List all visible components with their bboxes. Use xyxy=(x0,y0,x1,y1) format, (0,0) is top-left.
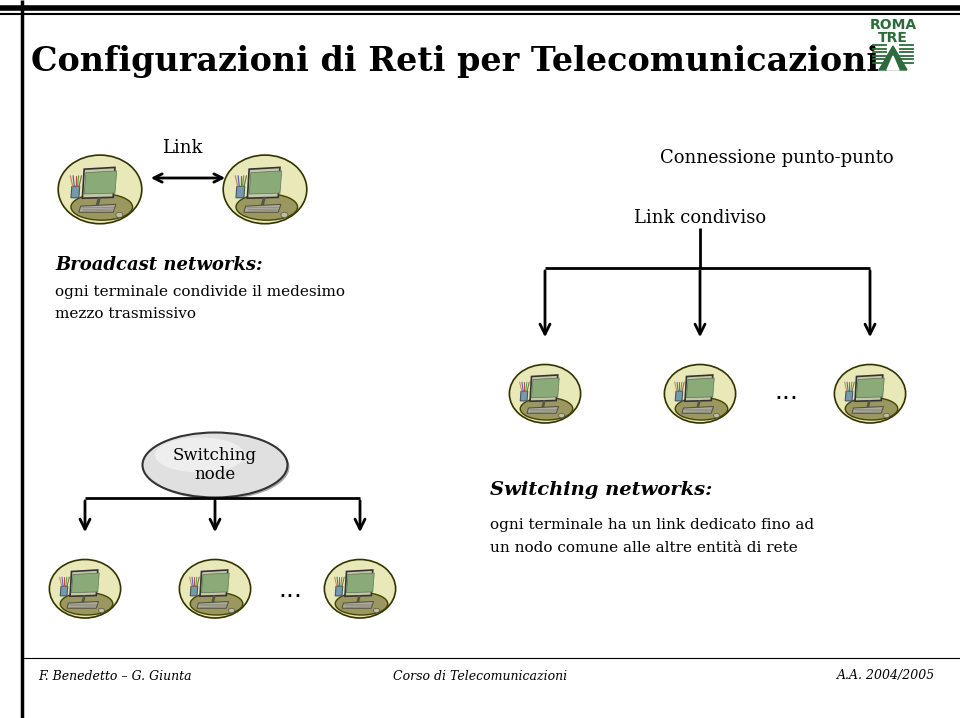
Polygon shape xyxy=(71,186,80,197)
Text: Switching networks:: Switching networks: xyxy=(490,481,712,499)
Text: Switching
node: Switching node xyxy=(173,447,257,483)
Polygon shape xyxy=(520,391,528,401)
Polygon shape xyxy=(532,378,560,398)
Polygon shape xyxy=(70,570,98,596)
Ellipse shape xyxy=(281,213,288,218)
Polygon shape xyxy=(60,586,68,596)
Polygon shape xyxy=(852,406,883,414)
Text: mezzo trasmissivo: mezzo trasmissivo xyxy=(55,307,196,321)
Text: Corso di Telecomunicazioni: Corso di Telecomunicazioni xyxy=(393,669,567,683)
Polygon shape xyxy=(83,167,115,198)
Ellipse shape xyxy=(845,398,898,420)
Polygon shape xyxy=(342,602,373,608)
Text: F. Benedetto – G. Giunta: F. Benedetto – G. Giunta xyxy=(38,669,192,683)
Ellipse shape xyxy=(520,398,573,420)
Ellipse shape xyxy=(883,414,890,418)
Polygon shape xyxy=(856,378,884,398)
Polygon shape xyxy=(345,570,372,596)
Polygon shape xyxy=(84,171,117,194)
Polygon shape xyxy=(202,573,229,592)
Text: ...: ... xyxy=(774,380,798,404)
Ellipse shape xyxy=(142,432,287,498)
Ellipse shape xyxy=(335,592,388,615)
Polygon shape xyxy=(682,406,713,414)
Polygon shape xyxy=(855,375,883,401)
Ellipse shape xyxy=(99,608,105,612)
Polygon shape xyxy=(845,391,852,401)
Ellipse shape xyxy=(145,434,290,500)
Ellipse shape xyxy=(49,559,121,618)
Ellipse shape xyxy=(60,592,112,615)
Polygon shape xyxy=(675,391,683,401)
Text: un nodo comune alle altre entità di rete: un nodo comune alle altre entità di rete xyxy=(490,541,798,555)
Polygon shape xyxy=(236,186,245,197)
Text: Broadcast networks:: Broadcast networks: xyxy=(55,256,263,274)
Ellipse shape xyxy=(664,365,735,423)
Ellipse shape xyxy=(228,608,234,612)
Polygon shape xyxy=(197,602,228,608)
Ellipse shape xyxy=(834,365,905,423)
Text: Link condiviso: Link condiviso xyxy=(634,209,766,227)
Ellipse shape xyxy=(559,414,564,418)
Polygon shape xyxy=(250,171,281,194)
Text: A.A. 2004/2005: A.A. 2004/2005 xyxy=(837,669,935,683)
Ellipse shape xyxy=(223,155,307,224)
Ellipse shape xyxy=(190,592,243,615)
Text: Configurazioni di Reti per Telecomunicazioni: Configurazioni di Reti per Telecomunicaz… xyxy=(31,45,879,78)
Polygon shape xyxy=(200,570,228,596)
Polygon shape xyxy=(244,205,281,213)
Ellipse shape xyxy=(236,194,298,220)
Text: ogni terminale ha un link dedicato fino ad: ogni terminale ha un link dedicato fino … xyxy=(490,518,814,532)
Polygon shape xyxy=(686,378,714,398)
Polygon shape xyxy=(347,573,374,592)
Polygon shape xyxy=(879,46,907,70)
Ellipse shape xyxy=(71,194,132,220)
Polygon shape xyxy=(190,586,198,596)
Polygon shape xyxy=(335,586,343,596)
Text: Connessione punto-punto: Connessione punto-punto xyxy=(660,149,894,167)
Ellipse shape xyxy=(510,365,581,423)
Polygon shape xyxy=(248,167,280,198)
Text: TRE: TRE xyxy=(878,31,908,45)
Text: Link: Link xyxy=(161,139,203,157)
Ellipse shape xyxy=(155,437,245,472)
Ellipse shape xyxy=(324,559,396,618)
Polygon shape xyxy=(71,573,99,592)
Polygon shape xyxy=(685,375,712,401)
Text: ROMA: ROMA xyxy=(870,18,917,32)
Text: ...: ... xyxy=(278,578,302,602)
Polygon shape xyxy=(67,602,99,608)
Polygon shape xyxy=(530,375,558,401)
Polygon shape xyxy=(887,56,899,70)
Text: ogni terminale condivide il medesimo: ogni terminale condivide il medesimo xyxy=(55,285,345,299)
Ellipse shape xyxy=(675,398,728,420)
Ellipse shape xyxy=(373,608,379,612)
Polygon shape xyxy=(527,406,559,414)
Ellipse shape xyxy=(59,155,142,224)
Ellipse shape xyxy=(180,559,251,618)
Ellipse shape xyxy=(116,213,123,218)
Polygon shape xyxy=(79,205,116,213)
Ellipse shape xyxy=(713,414,719,418)
